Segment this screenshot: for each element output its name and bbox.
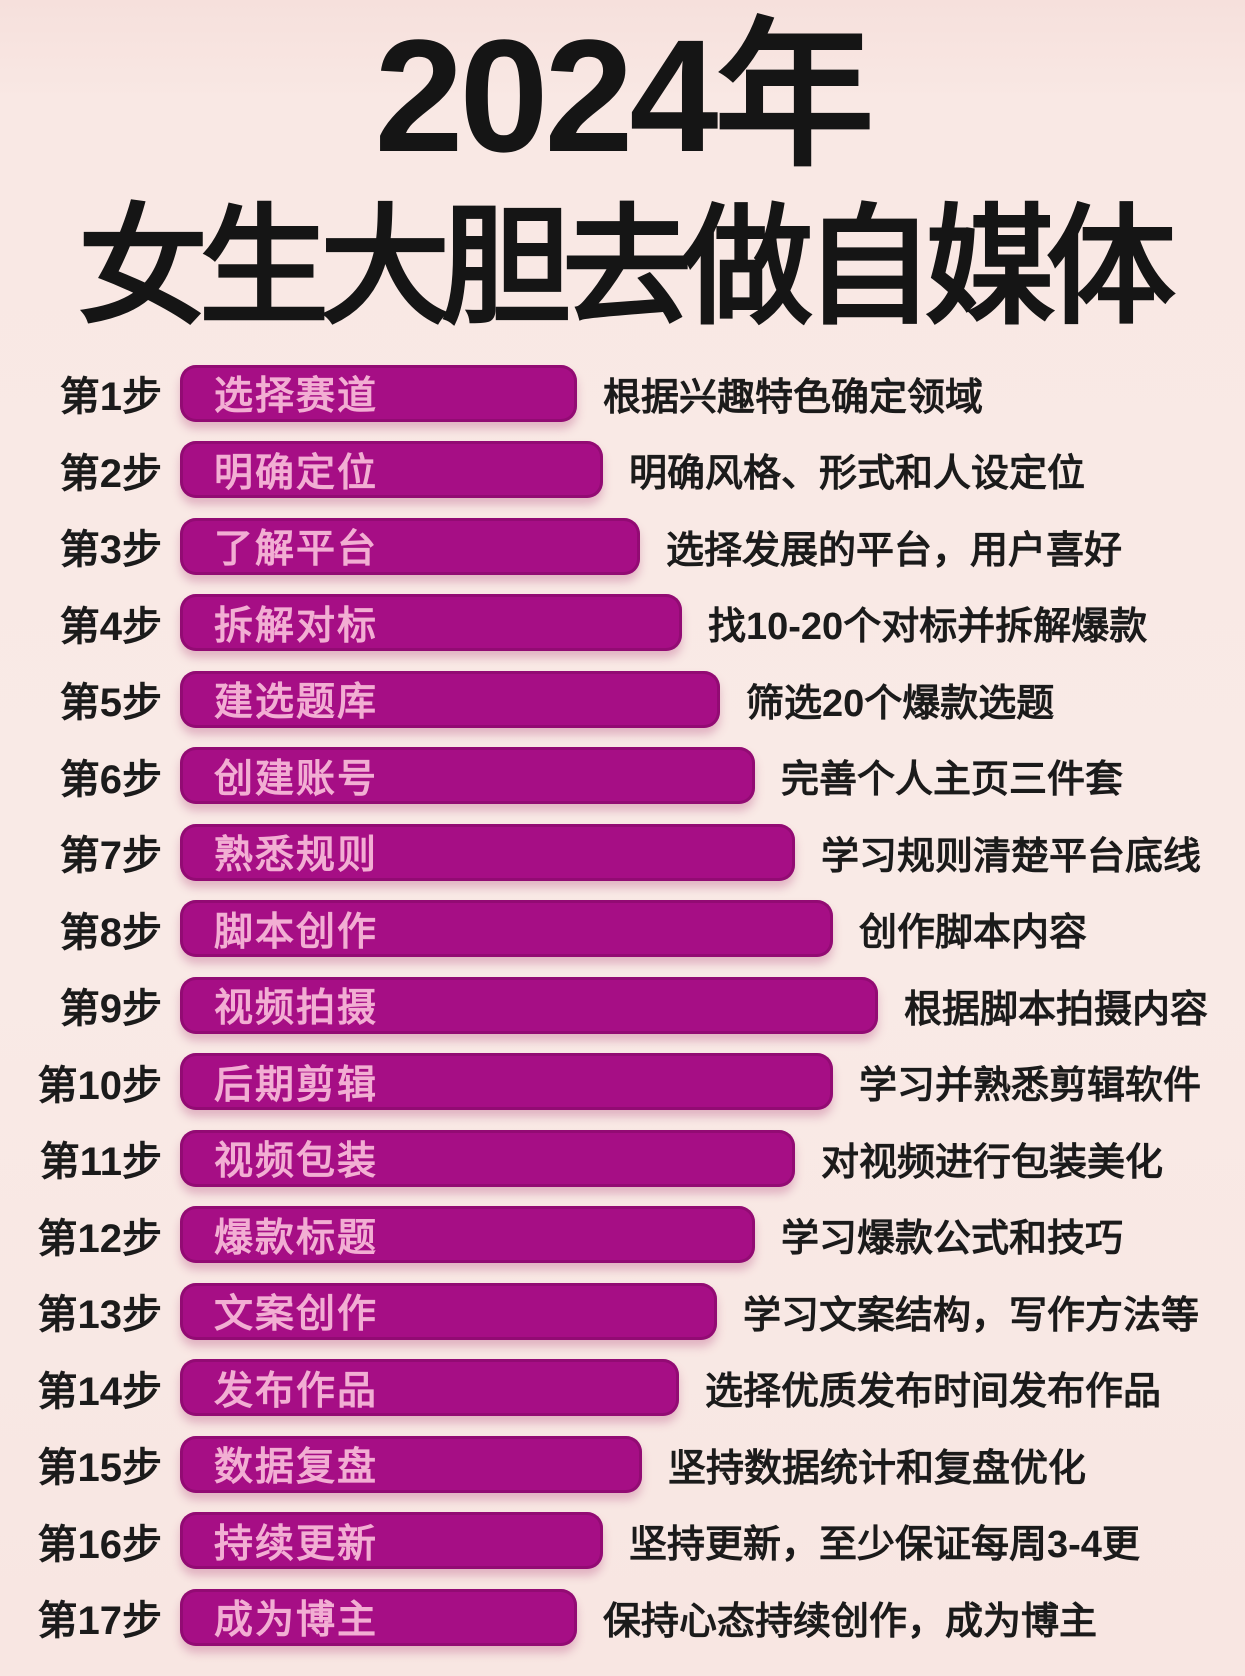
step-bar-label: 创建账号	[214, 757, 379, 801]
step-number-label: 第2步	[59, 451, 162, 496]
step-number-label: 第14步	[37, 1369, 163, 1414]
steps-list: 第1步 选择赛道 根据兴趣特色确定领域 第2步 明确定位 明确风格、形式和人设定…	[0, 355, 1245, 1656]
step-bar: 持续更新	[180, 1512, 603, 1570]
step-row: 第13步 文案创作 学习文案结构，写作方法等	[0, 1273, 1245, 1350]
step-row: 第16步 持续更新 坚持更新，至少保证每周3-4更	[0, 1503, 1245, 1580]
step-bar: 视频拍摄	[180, 976, 878, 1034]
step-bar: 选择赛道	[180, 364, 577, 422]
step-row: 第7步 熟悉规则 学习规则清楚平台底线	[0, 814, 1245, 891]
step-bar: 建选题库	[180, 670, 720, 728]
step-bar-label: 视频拍摄	[214, 987, 379, 1031]
step-bar-label: 爆款标题	[214, 1216, 379, 1260]
step-description: 坚持数据统计和复盘优化	[668, 1447, 1087, 1490]
step-number-label: 第6步	[59, 757, 162, 802]
step-row: 第10步 后期剪辑 学习并熟悉剪辑软件	[0, 1044, 1245, 1121]
step-description: 学习规则清楚平台底线	[821, 835, 1202, 878]
step-bar: 爆款标题	[180, 1206, 755, 1264]
step-bar: 文案创作	[180, 1282, 717, 1340]
step-row: 第2步 明确定位 明确风格、形式和人设定位	[0, 432, 1245, 509]
step-row: 第1步 选择赛道 根据兴趣特色确定领域	[0, 355, 1245, 432]
step-description: 根据兴趣特色确定领域	[603, 376, 984, 419]
step-bar-label: 发布作品	[214, 1369, 379, 1413]
step-description: 选择发展的平台，用户喜好	[666, 529, 1123, 572]
step-row: 第9步 视频拍摄 根据脚本拍摄内容	[0, 967, 1245, 1044]
step-bar-label: 选择赛道	[214, 375, 379, 419]
step-number-label: 第7步	[59, 834, 162, 879]
step-bar-label: 持续更新	[214, 1522, 379, 1566]
step-bar-label: 成为博主	[214, 1599, 379, 1643]
step-row: 第8步 脚本创作 创作脚本内容	[0, 891, 1245, 968]
step-bar: 数据复盘	[180, 1435, 642, 1493]
step-bar-label: 脚本创作	[214, 910, 379, 954]
step-bar-label: 建选题库	[214, 681, 379, 725]
step-row: 第5步 建选题库 筛选20个爆款选题	[0, 661, 1245, 738]
step-number-label: 第3步	[59, 528, 162, 573]
infographic-poster: 2024年 女生大胆去做自媒体 第1步 选择赛道 根据兴趣特色确定领域 第2步 …	[0, 6, 1245, 1646]
step-number-label: 第5步	[59, 681, 162, 726]
step-description: 根据脚本拍摄内容	[904, 988, 1209, 1031]
step-bar-label: 视频包装	[214, 1140, 379, 1184]
step-bar-label: 明确定位	[214, 451, 379, 495]
step-number-label: 第17步	[37, 1599, 163, 1644]
step-row: 第17步 成为博主 保持心态持续创作，成为博主	[0, 1579, 1245, 1656]
step-number-label: 第13步	[37, 1293, 163, 1338]
step-bar-label: 数据复盘	[214, 1446, 379, 1490]
step-description: 找10-20个对标并拆解爆款	[708, 606, 1148, 649]
step-bar: 拆解对标	[180, 594, 682, 652]
step-row: 第11步 视频包装 对视频进行包装美化	[0, 1120, 1245, 1197]
step-bar: 明确定位	[180, 441, 603, 499]
step-bar: 创建账号	[180, 747, 755, 805]
step-bar: 后期剪辑	[180, 1053, 833, 1111]
step-description: 学习文案结构，写作方法等	[743, 1294, 1200, 1337]
step-description: 明确风格、形式和人设定位	[629, 453, 1086, 496]
step-row: 第6步 创建账号 完善个人主页三件套	[0, 738, 1245, 815]
poster-title: 2024年 女生大胆去做自媒体	[0, 6, 1245, 340]
step-description: 坚持更新，至少保证每周3-4更	[629, 1524, 1140, 1567]
step-row: 第14步 发布作品 选择优质发布时间发布作品	[0, 1350, 1245, 1427]
step-description: 完善个人主页三件套	[781, 759, 1124, 802]
step-number-label: 第8步	[59, 910, 162, 955]
step-number-label: 第4步	[59, 604, 162, 649]
title-year: 2024年	[374, 6, 875, 185]
step-number-label: 第16步	[37, 1522, 163, 1567]
step-description: 保持心态持续创作，成为博主	[603, 1600, 1098, 1643]
step-bar: 了解平台	[180, 517, 640, 575]
step-number-label: 第9步	[59, 987, 162, 1032]
step-bar-label: 后期剪辑	[214, 1063, 379, 1107]
step-description: 学习并熟悉剪辑软件	[859, 1065, 1202, 1108]
step-bar: 熟悉规则	[180, 823, 795, 881]
step-number-label: 第15步	[37, 1446, 163, 1491]
step-bar-label: 文案创作	[214, 1293, 379, 1337]
step-bar-label: 熟悉规则	[214, 834, 379, 878]
step-description: 选择优质发布时间发布作品	[705, 1371, 1162, 1414]
step-row: 第3步 了解平台 选择发展的平台，用户喜好	[0, 508, 1245, 585]
step-bar-label: 拆解对标	[214, 604, 379, 648]
step-description: 学习爆款公式和技巧	[781, 1218, 1124, 1261]
step-bar-label: 了解平台	[214, 528, 379, 572]
title-main: 女生大胆去做自媒体	[77, 194, 1176, 340]
step-description: 创作脚本内容	[859, 912, 1088, 955]
step-row: 第4步 拆解对标 找10-20个对标并拆解爆款	[0, 585, 1245, 662]
step-number-label: 第10步	[37, 1063, 163, 1108]
step-bar: 成为博主	[180, 1588, 577, 1646]
step-bar: 脚本创作	[180, 900, 833, 958]
step-number-label: 第1步	[59, 375, 162, 420]
step-description: 筛选20个爆款选题	[746, 682, 1055, 725]
step-number-label: 第12步	[37, 1216, 163, 1261]
step-row: 第12步 爆款标题 学习爆款公式和技巧	[0, 1197, 1245, 1274]
step-bar: 发布作品	[180, 1359, 679, 1417]
step-description: 对视频进行包装美化	[821, 1141, 1164, 1184]
step-bar: 视频包装	[180, 1129, 795, 1187]
step-row: 第15步 数据复盘 坚持数据统计和复盘优化	[0, 1426, 1245, 1503]
step-number-label: 第11步	[39, 1140, 162, 1185]
